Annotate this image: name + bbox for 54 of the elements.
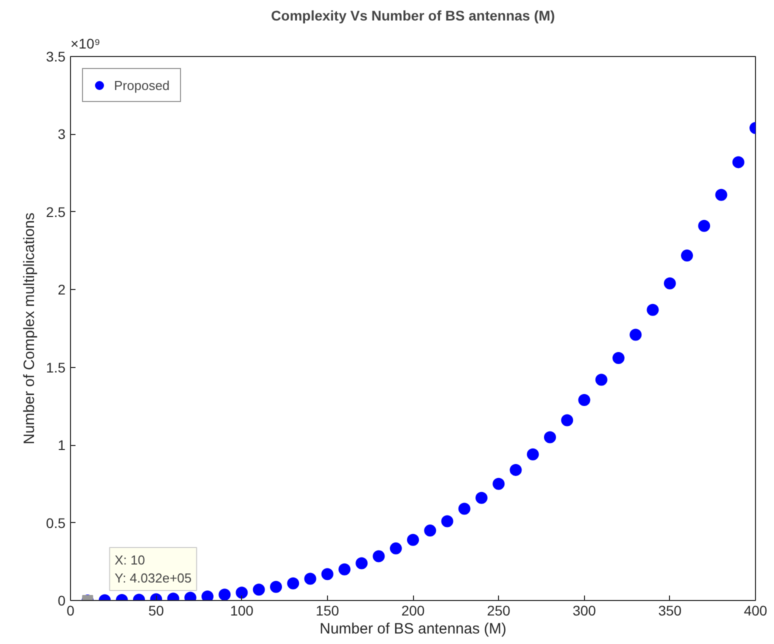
x-tick-label: 150 [316, 602, 340, 618]
point [252, 584, 265, 596]
point [356, 557, 368, 570]
x-axis-title: Number of BS antennas (M) [320, 620, 506, 638]
point [321, 568, 334, 580]
point [304, 572, 316, 585]
text: ×10⁹ [70, 36, 100, 52]
x-tick-label: 300 [572, 602, 596, 618]
x-tick-label: 200 [401, 602, 425, 618]
point [681, 249, 693, 262]
x-tick-label: 50 [148, 602, 164, 618]
x-tick-label: 250 [486, 602, 511, 618]
point [407, 534, 419, 546]
point [510, 464, 522, 476]
point [664, 277, 676, 290]
y-tick-label: 3.5 [46, 48, 66, 64]
point [424, 524, 436, 537]
y-tick-label: 3 [58, 126, 66, 142]
y-tick-label: 2.5 [46, 204, 66, 220]
point [492, 478, 505, 490]
y-tick-label: 1 [58, 437, 66, 454]
point [476, 492, 488, 504]
point [202, 590, 214, 600]
y-tick-label: 0 [58, 592, 66, 608]
point [526, 448, 539, 460]
x-tick-label: 400 [744, 602, 768, 618]
point [578, 394, 590, 406]
chart-title: Complexity Vs Number of BS antennas (M) [271, 8, 555, 24]
y-tick-label: 2 [58, 282, 66, 298]
point [595, 374, 608, 386]
point [441, 515, 454, 528]
annotation: X: 10 Y: 4.032e+05 [114, 552, 192, 586]
x-tick-label: 350 [658, 602, 682, 618]
point [715, 188, 728, 201]
y-axis-title: Number of Complex multiplications [21, 212, 38, 444]
point [458, 502, 470, 515]
point [270, 580, 282, 593]
point [561, 414, 574, 426]
legend-label: Proposed [114, 78, 171, 92]
y-tick-label: 1.5 [46, 359, 66, 376]
x-tick-label: 100 [230, 602, 254, 618]
point [544, 431, 556, 444]
point [698, 220, 710, 232]
point [612, 352, 624, 364]
point [287, 577, 300, 590]
point [630, 328, 642, 341]
point [372, 550, 385, 562]
point [732, 156, 744, 168]
point [390, 542, 402, 554]
point [338, 563, 350, 576]
point [646, 304, 659, 316]
point [218, 588, 231, 600]
y-tick-label: 0.5 [46, 514, 66, 531]
point [236, 586, 248, 599]
